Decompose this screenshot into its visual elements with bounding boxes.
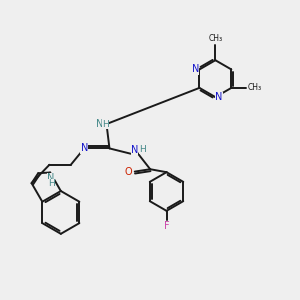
Text: N: N — [47, 173, 55, 183]
Text: O: O — [124, 167, 132, 177]
Text: N: N — [215, 92, 223, 102]
Text: H: H — [103, 119, 109, 128]
Text: N: N — [131, 145, 138, 154]
Text: CH₃: CH₃ — [208, 34, 223, 43]
Text: H: H — [48, 179, 54, 188]
Text: F: F — [164, 221, 169, 231]
Text: N: N — [96, 119, 103, 129]
Text: N: N — [80, 143, 88, 153]
Text: H: H — [139, 145, 146, 154]
Text: CH₃: CH₃ — [248, 83, 262, 92]
Text: N: N — [192, 64, 199, 74]
